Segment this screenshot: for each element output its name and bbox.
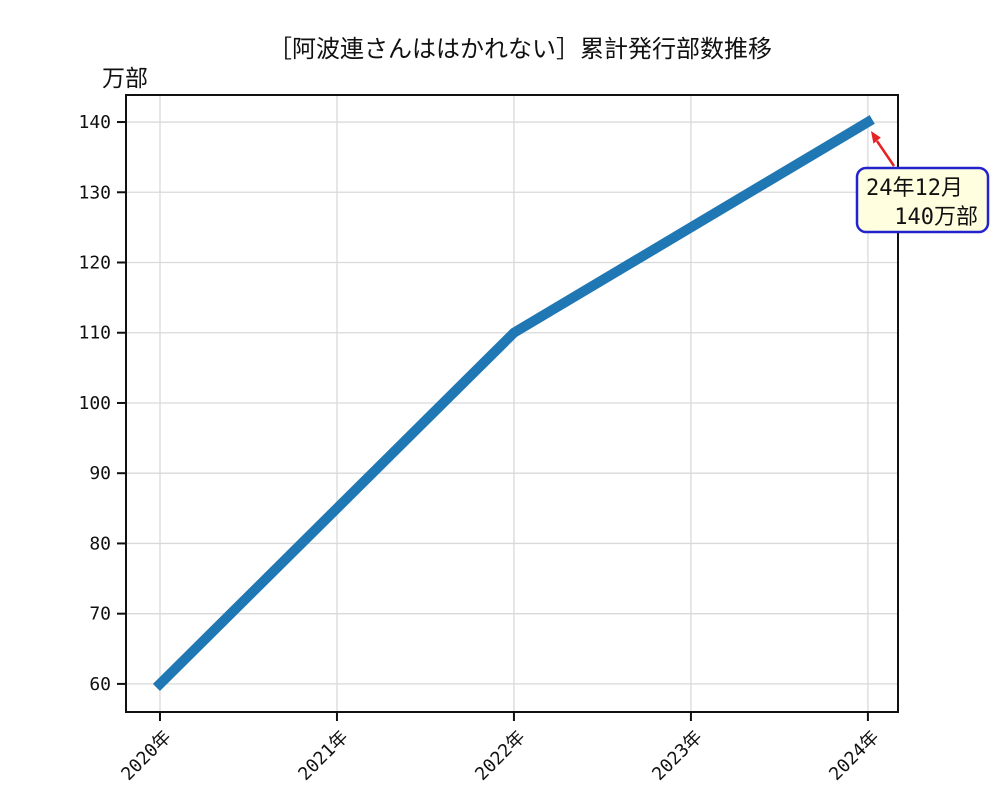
x-tick-label: 2024年 [825, 727, 883, 785]
y-tick-label: 90 [89, 463, 111, 484]
y-tick-label: 120 [78, 253, 111, 274]
gridlines [126, 95, 898, 712]
axis-ticks [117, 121, 869, 721]
chart-title: ［阿波連さんははかれない］累計発行部数推移 [268, 35, 772, 63]
y-tick-label: 130 [78, 182, 111, 203]
y-tick-label: 80 [89, 533, 111, 554]
x-tick-label: 2022年 [471, 727, 529, 785]
annotation-bubble [855, 166, 990, 234]
y-tick-label: 100 [78, 393, 111, 414]
x-tick-label: 2020年 [117, 727, 175, 785]
x-tick-labels: 2020年 2021年 2022年 2023年 2024年 [117, 727, 883, 785]
y-tick-label: 110 [78, 323, 111, 344]
y-axis-unit-label: 万部 [102, 66, 148, 92]
x-tick-label: 2023年 [648, 727, 706, 785]
annotation-box: 24年12月 140万部 [855, 166, 990, 234]
arrow-head-icon [871, 131, 881, 144]
annotation-line2: 140万部 [894, 205, 978, 230]
y-tick-label: 70 [89, 604, 111, 625]
y-tick-labels: 60 70 80 90 100 110 120 130 140 [78, 112, 111, 695]
y-tick-label: 140 [78, 112, 111, 133]
series-line [152, 115, 875, 691]
arrow-shaft-icon [875, 140, 896, 167]
y-tick-label: 60 [89, 674, 111, 695]
annotation-arrow [871, 131, 896, 167]
annotation-line1: 24年12月 [866, 176, 963, 201]
x-tick-label: 2021年 [294, 727, 352, 785]
